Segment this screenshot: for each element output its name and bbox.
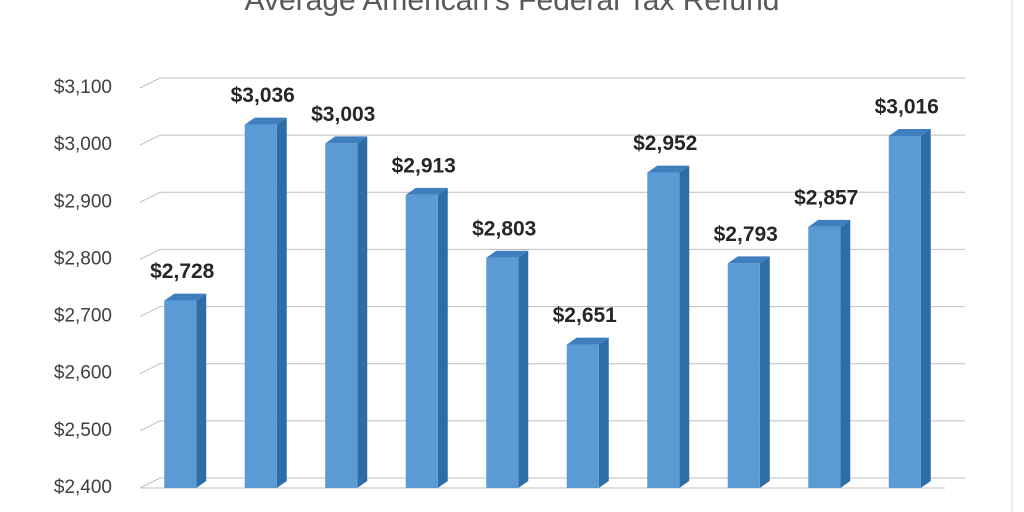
bar-top — [405, 187, 448, 195]
chart-title: Average American's Federal Tax Refund — [245, 0, 780, 17]
y-tick-label: $2,700 — [54, 306, 112, 327]
grid-line-side — [139, 77, 161, 89]
y-tick-label: $3,000 — [54, 134, 112, 155]
bar-side — [357, 136, 368, 488]
bar — [647, 172, 680, 489]
bar — [164, 300, 197, 488]
grid-line-side — [139, 191, 161, 203]
bar — [486, 257, 519, 488]
bar-top — [808, 219, 851, 227]
bar-top — [727, 256, 770, 264]
bar-side — [759, 256, 770, 488]
bar-top — [325, 136, 368, 144]
bar-top — [888, 129, 931, 136]
y-tick-label: $2,400 — [54, 477, 112, 498]
value-label: $3,003 — [311, 103, 375, 126]
bar-side — [518, 250, 529, 488]
grid-line-side — [139, 363, 161, 375]
bar-side — [276, 117, 287, 489]
value-label: $2,793 — [714, 223, 778, 246]
grid-line-side — [139, 248, 161, 260]
value-label: $3,036 — [231, 84, 295, 107]
grid-line-side — [139, 477, 161, 489]
grid-line-side — [139, 134, 161, 146]
value-label: $2,803 — [472, 217, 536, 240]
value-label: $2,952 — [633, 132, 697, 155]
bar-side — [920, 129, 931, 488]
bar-top — [486, 250, 529, 258]
bar-side — [840, 219, 851, 488]
bar-side — [437, 187, 448, 488]
value-label: $2,651 — [553, 304, 618, 327]
value-label: $2,913 — [392, 154, 456, 177]
bar-top — [647, 165, 690, 173]
y-tick-label: $2,800 — [54, 248, 112, 269]
grid-line-side — [139, 420, 161, 432]
bar-top — [244, 117, 287, 125]
bar-side — [598, 337, 609, 488]
bar — [325, 143, 358, 488]
value-label: $3,016 — [875, 96, 939, 119]
bar-top — [164, 293, 207, 301]
y-tick-label: $3,100 — [54, 77, 112, 98]
bar-side — [196, 293, 207, 488]
bar — [405, 194, 438, 488]
bar — [888, 136, 921, 488]
value-label: $2,728 — [150, 260, 215, 283]
grid-line-side — [139, 306, 161, 318]
bar-side — [679, 165, 690, 489]
y-tick-label: $2,600 — [54, 363, 112, 384]
bar — [244, 124, 277, 489]
bar — [566, 344, 599, 488]
y-tick-label: $2,900 — [54, 191, 112, 212]
bar — [808, 226, 841, 488]
bar-top — [566, 337, 609, 345]
bar — [727, 263, 760, 488]
value-label: $2,857 — [794, 186, 858, 209]
y-tick-label: $2,500 — [54, 420, 112, 441]
